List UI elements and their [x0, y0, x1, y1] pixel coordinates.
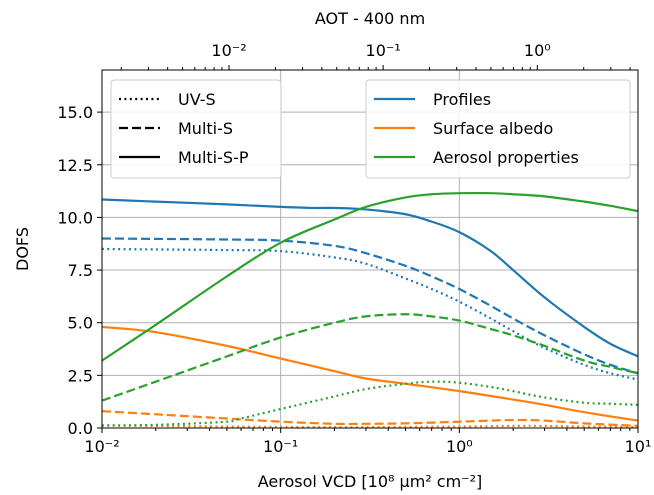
legend-label-dotted: UV-S [178, 90, 216, 109]
y-tick-label: 15.0 [57, 103, 93, 122]
top-axis-title: AOT - 400 nm [315, 9, 425, 28]
legend-quantities: Profiles Surface albedo Aerosol properties [365, 79, 631, 179]
legend-quantities-box [365, 79, 631, 179]
legend-label-dashed: Multi-S [178, 119, 233, 138]
aerosol-properties-multi-s-line [101, 313, 639, 402]
top-x-tick-label: 10⁻¹ [366, 41, 401, 60]
profiles-uv-s-line [101, 247, 639, 381]
legend-line-styles-box [110, 79, 282, 179]
plot-frame [101, 69, 639, 429]
y-axis-title: DOFS [13, 227, 32, 271]
x-axis-title: Aerosol VCD [10⁸ μm² cm⁻²] [258, 472, 483, 491]
legend-label-surface-albedo: Surface albedo [433, 119, 553, 138]
y-tick-label: 5.0 [68, 314, 93, 333]
profiles-multi-s-p-line [101, 198, 639, 358]
legend-line-styles: UV-S Multi-S Multi-S-P [110, 79, 282, 179]
legend-label-profiles: Profiles [433, 90, 491, 109]
legend-label-aerosol-properties: Aerosol properties [433, 148, 579, 167]
top-x-tick-label: 10⁰ [524, 41, 551, 60]
series-lines [101, 191, 639, 429]
x-tick-label: 10⁰ [446, 437, 473, 456]
legend-label-solid: Multi-S-P [178, 148, 249, 167]
x-tick-label: 10⁻² [84, 437, 119, 456]
x-tick-label: 10⁻¹ [263, 437, 298, 456]
surface-albedo-multi-s-line [101, 410, 639, 427]
y-tick-label: 2.5 [68, 366, 93, 385]
top-x-tick-label: 10⁻² [211, 41, 246, 60]
top-axis-minor-ticks [120, 67, 631, 431]
surface-albedo-multi-s-p-line [101, 325, 639, 422]
profiles-multi-s-line [101, 237, 639, 375]
aerosol-properties-uv-s-line [101, 380, 639, 427]
x-tick-label: 10¹ [625, 437, 652, 456]
aerosol-properties-multi-s-p-line [101, 191, 639, 362]
y-tick-label: 7.5 [68, 261, 93, 280]
y-tick-label: 0.0 [68, 419, 93, 438]
y-tick-label: 12.5 [57, 156, 93, 175]
axis-ticks: 10⁻² 10⁻¹ 10⁰ 10¹ 0.0 2.5 5.0 7.5 10.0 12.5 15.0 10… [57, 41, 651, 456]
surface-albedo-uv-s-line [101, 424, 639, 429]
y-tick-label: 10.0 [57, 208, 93, 227]
